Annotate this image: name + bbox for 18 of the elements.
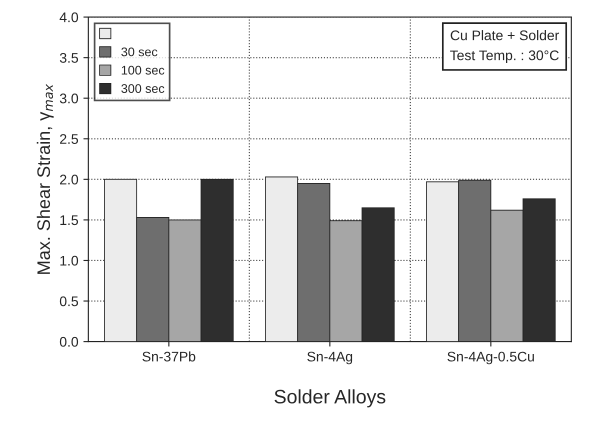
x-tick-label: Sn-4Ag-0.5Cu [447,352,534,364]
y-tick-label: 1.0 [60,256,78,266]
y-tick-label: 1.5 [60,215,78,226]
y-tick-label: 2.0 [60,174,78,185]
y-tick-label: 4.0 [60,12,78,22]
annotation: Cu Plate + Solder Test Temp. : 30°C [450,30,560,63]
legend-label: 30 sec [121,47,158,56]
y-tick-label: 0.0 [60,336,78,347]
y-tick-label: 3.0 [60,94,78,104]
legend-label: 300 sec [121,84,164,93]
x-tick-label: Sn-37Pb [142,351,196,362]
y-axis-title: Max. Shear Strain, γ$_{max}$ [36,84,54,274]
x-tick-label: Sn-4Ag [307,352,352,364]
x-axis-title: Solder Alloys [274,389,386,408]
y-tick-label: 2.5 [60,134,78,144]
y-tick-label: 3.5 [60,52,78,63]
legend-label: 100 sec [122,66,164,75]
y-tick-label: 0.5 [60,296,78,306]
